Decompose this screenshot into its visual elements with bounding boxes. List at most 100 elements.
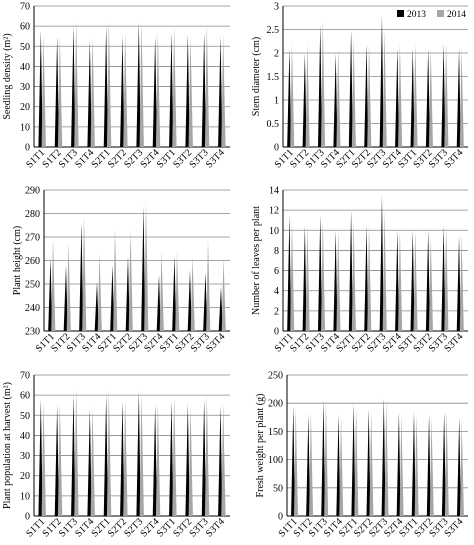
y-tick-label: 0 xyxy=(274,143,279,154)
y-axis-title: Number of leaves per plant xyxy=(251,206,262,315)
bar-2014-S1T2 xyxy=(66,241,71,331)
bar-2013-S1T1 xyxy=(38,399,43,516)
legend-label-2013: 2013 xyxy=(407,10,426,20)
bar-2013-S3T2 xyxy=(185,403,190,516)
bar-2014-S3T1 xyxy=(172,26,177,148)
bar-2013-S3T2 xyxy=(185,34,190,148)
bar-2013-S3T1 xyxy=(411,411,416,516)
bar-2013-S2T1 xyxy=(348,210,353,331)
bar-2013-S3T1 xyxy=(410,230,415,331)
x-tick-label: S3T4 xyxy=(204,331,227,354)
y-tick-label: 50 xyxy=(20,411,30,422)
y-tick-label: 30 xyxy=(20,451,30,462)
bar-2013-S1T3 xyxy=(317,24,323,147)
bar-2013-S2T1 xyxy=(103,26,109,148)
bar-2013-S3T4 xyxy=(456,48,461,147)
bar-2014-S3T1 xyxy=(413,230,418,331)
bar-2013-S3T1 xyxy=(172,255,177,331)
bar-2014-S3T4 xyxy=(221,258,226,331)
bar-2014-S1T1 xyxy=(41,34,46,148)
bar-2013-S2T3 xyxy=(379,15,384,148)
bar-2013-S2T4 xyxy=(152,405,158,516)
bar-2013-S2T3 xyxy=(381,397,386,516)
y-tick-label: 12 xyxy=(269,206,279,217)
bar-2013-S2T3 xyxy=(136,22,141,147)
bar-2014-S3T2 xyxy=(190,255,195,331)
bar-2014-S3T3 xyxy=(444,411,449,516)
bar-2014-S3T3 xyxy=(444,225,449,331)
bar-2014-S3T2 xyxy=(188,405,193,516)
bar-2014-S3T2 xyxy=(428,235,434,331)
bar-2013-S1T4 xyxy=(333,53,338,147)
y-tick-label: 60 xyxy=(20,22,30,33)
y-tick-label: 10 xyxy=(20,491,30,502)
bar-2014-S2T2 xyxy=(123,399,128,516)
bar-2013-S2T1 xyxy=(351,403,356,516)
bar-2014-S2T4 xyxy=(155,32,161,147)
bar-2014-S1T1 xyxy=(41,401,46,516)
bar-2013-S1T1 xyxy=(291,406,296,516)
x-tick-label: S3T4 xyxy=(442,331,465,354)
bar-2013-S1T2 xyxy=(54,36,60,147)
bar-2013-S2T1 xyxy=(110,265,115,331)
bar-2014-S3T2 xyxy=(428,48,434,147)
bar-2013-S3T4 xyxy=(218,36,223,147)
y-tick-label: 70 xyxy=(20,371,30,382)
bar-2014-S1T2 xyxy=(57,36,63,147)
bar-2014-S1T1 xyxy=(294,408,299,516)
bar-2014-S2T1 xyxy=(351,38,356,147)
y-tick-label: 200 xyxy=(268,399,283,410)
bar-2014-S2T4 xyxy=(155,403,161,516)
bar-2013-S3T4 xyxy=(218,286,223,331)
bar-2013-S3T1 xyxy=(169,401,174,516)
bar-2013-S2T2 xyxy=(364,225,369,331)
bar-2013-S1T1 xyxy=(287,48,292,147)
y-tick-label: 250 xyxy=(268,371,283,382)
bar-2014-S2T4 xyxy=(398,230,403,331)
legend: 2013 2014 xyxy=(397,10,466,20)
y-tick-label: 30 xyxy=(20,82,30,93)
y-tick-label: 150 xyxy=(268,427,283,438)
bar-2014-S1T4 xyxy=(97,253,102,331)
bar-2014-S2T3 xyxy=(144,201,149,331)
bar-2013-S2T2 xyxy=(364,43,369,147)
bar-2014-S1T4 xyxy=(90,407,95,516)
bar-2013-S1T2 xyxy=(54,405,60,516)
y-tick-label: 8 xyxy=(274,246,279,257)
bar-2014-S1T3 xyxy=(324,403,329,516)
bar-2014-S1T2 xyxy=(305,43,310,147)
bar-2013-S2T4 xyxy=(395,230,400,331)
bar-2013-S3T1 xyxy=(169,32,174,147)
bar-2014-S1T1 xyxy=(290,220,295,331)
y-tick-label: 290 xyxy=(25,186,40,197)
bar-2014-S1T2 xyxy=(57,403,63,516)
bar-2013-S3T3 xyxy=(201,32,207,147)
bar-2013-S1T2 xyxy=(306,414,311,516)
y-tick-label: 0 xyxy=(25,512,30,523)
bar-2013-S3T4 xyxy=(218,405,223,516)
bar-2014-S2T2 xyxy=(369,411,374,516)
y-tick-label: 0 xyxy=(274,327,279,338)
y-axis-title: Stem diameter (cm) xyxy=(251,37,262,116)
bar-2014-S2T3 xyxy=(382,29,387,147)
bar-2014-S2T3 xyxy=(139,22,144,147)
bar-2013-S1T2 xyxy=(302,53,307,147)
bar-2014-S1T2 xyxy=(309,411,314,516)
bar-2013-S3T3 xyxy=(441,225,446,331)
bar-2014-S3T4 xyxy=(459,420,464,516)
bar-2013-S3T3 xyxy=(203,272,208,331)
bar-2014-S2T3 xyxy=(382,210,387,331)
y-tick-label: 1 xyxy=(274,96,279,107)
bar-2014-S3T3 xyxy=(206,239,211,331)
bar-2013-S2T3 xyxy=(136,391,141,516)
bar-2013-S1T4 xyxy=(336,414,341,516)
bar-2013-S1T1 xyxy=(287,215,292,331)
bar-2013-S1T4 xyxy=(333,230,338,331)
bar-2013-S3T2 xyxy=(426,414,431,516)
legend-swatch-2014 xyxy=(437,10,444,17)
bar-2013-S3T3 xyxy=(441,411,446,516)
bar-2013-S2T2 xyxy=(120,401,125,516)
